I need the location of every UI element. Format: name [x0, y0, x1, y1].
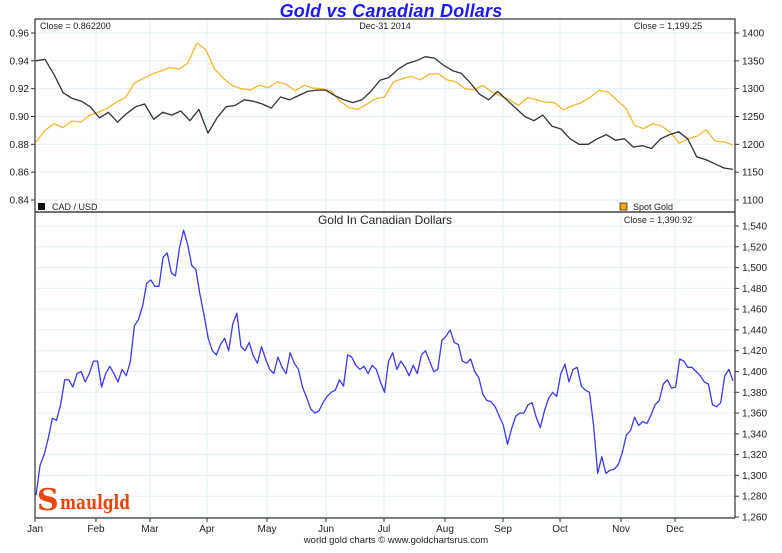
chart-title: Gold vs Canadian Dollars — [279, 1, 503, 21]
bottom-tick-label: 1,280 — [742, 492, 767, 503]
bottom-tick-label: 1,300 — [742, 471, 767, 482]
gold-legend-label: Spot Gold — [633, 202, 673, 212]
bottom-tick-label: 1,360 — [742, 409, 767, 420]
bottom-tick-label: 1,460 — [742, 305, 767, 316]
top-panel-series — [35, 42, 734, 171]
left-tick-label: 0.94 — [10, 56, 30, 67]
right-tick-label: 1100 — [742, 196, 764, 207]
gold-legend-swatch — [619, 202, 628, 211]
left-tick-label: 0.90 — [10, 112, 30, 123]
month-label-sep: Sep — [494, 524, 512, 535]
bottom-tick-label: 1,500 — [742, 263, 767, 274]
bottom-tick-label: 1,320 — [742, 450, 767, 461]
cad-legend-label: CAD / USD — [52, 202, 98, 212]
month-label-aug: Aug — [436, 524, 454, 535]
left-tick-label: 0.92 — [10, 84, 30, 95]
bottom-tick-label: 1,480 — [742, 284, 767, 295]
month-label-oct: Oct — [552, 524, 568, 535]
month-label-jul: Jul — [378, 524, 391, 535]
month-label-feb: Feb — [87, 524, 105, 535]
panel-frames — [34, 18, 736, 519]
bottom-tick-label: 1,440 — [742, 325, 767, 336]
right-tick-label: 1250 — [742, 112, 765, 123]
right-tick-label: 1300 — [742, 84, 765, 95]
bottom-panel-grid — [35, 212, 735, 518]
bottom-tick-label: 1,400 — [742, 367, 767, 378]
cad-usd-line — [35, 56, 734, 171]
month-label-dec: Dec — [666, 524, 684, 535]
left-tick-label: 0.84 — [10, 196, 30, 207]
gold-in-cad-line — [35, 229, 734, 496]
cad-legend-swatch — [38, 203, 45, 210]
footer-credit: world gold charts © www.goldchartsrus.co… — [303, 535, 488, 546]
bottom-tick-label: 1,340 — [742, 429, 767, 440]
bottom-tick-label: 1,520 — [742, 242, 767, 253]
right-tick-label: 1200 — [742, 140, 765, 151]
month-label-jun: Jun — [318, 524, 334, 535]
bottom-tick-label: 1,260 — [742, 513, 767, 524]
logo-initial: S — [37, 483, 59, 518]
cad-close-label: Close = 0.862200 — [40, 21, 111, 31]
left-tick-label: 0.96 — [10, 29, 30, 40]
bottom-panel-title: Gold In Canadian Dollars — [318, 213, 452, 227]
bottom-tick-label: 1,420 — [742, 346, 767, 357]
left-tick-label: 0.88 — [10, 140, 30, 151]
bottom-tick-label: 1,380 — [742, 388, 767, 399]
month-label-mar: Mar — [141, 524, 159, 535]
month-label-apr: Apr — [199, 524, 215, 535]
left-tick-label: 0.86 — [10, 168, 30, 179]
month-label-nov: Nov — [612, 524, 630, 535]
smaulgld-logo: S maulgld — [37, 483, 130, 518]
date-label: Dec-31 2014 — [359, 21, 411, 31]
top-panel-grid — [35, 19, 735, 212]
axis-ticks: 0.96 0.94 0.92 0.90 0.88 0.86 0.84 1400 1350 1300… — [10, 29, 768, 536]
right-tick-label: 1150 — [742, 168, 764, 179]
bottom-tick-label: 1,540 — [742, 222, 767, 233]
logo-text: maulgld — [60, 490, 130, 514]
right-tick-label: 1400 — [742, 29, 765, 40]
bottom-close-label: Close = 1,390.92 — [624, 215, 692, 225]
bottom-panel-series — [35, 229, 734, 496]
month-label-jan: Jan — [27, 524, 43, 535]
month-label-may: May — [258, 524, 277, 535]
spot-gold-line — [35, 42, 734, 146]
gold-close-label: Close = 1,199.25 — [634, 21, 702, 31]
right-tick-label: 1350 — [742, 56, 765, 67]
